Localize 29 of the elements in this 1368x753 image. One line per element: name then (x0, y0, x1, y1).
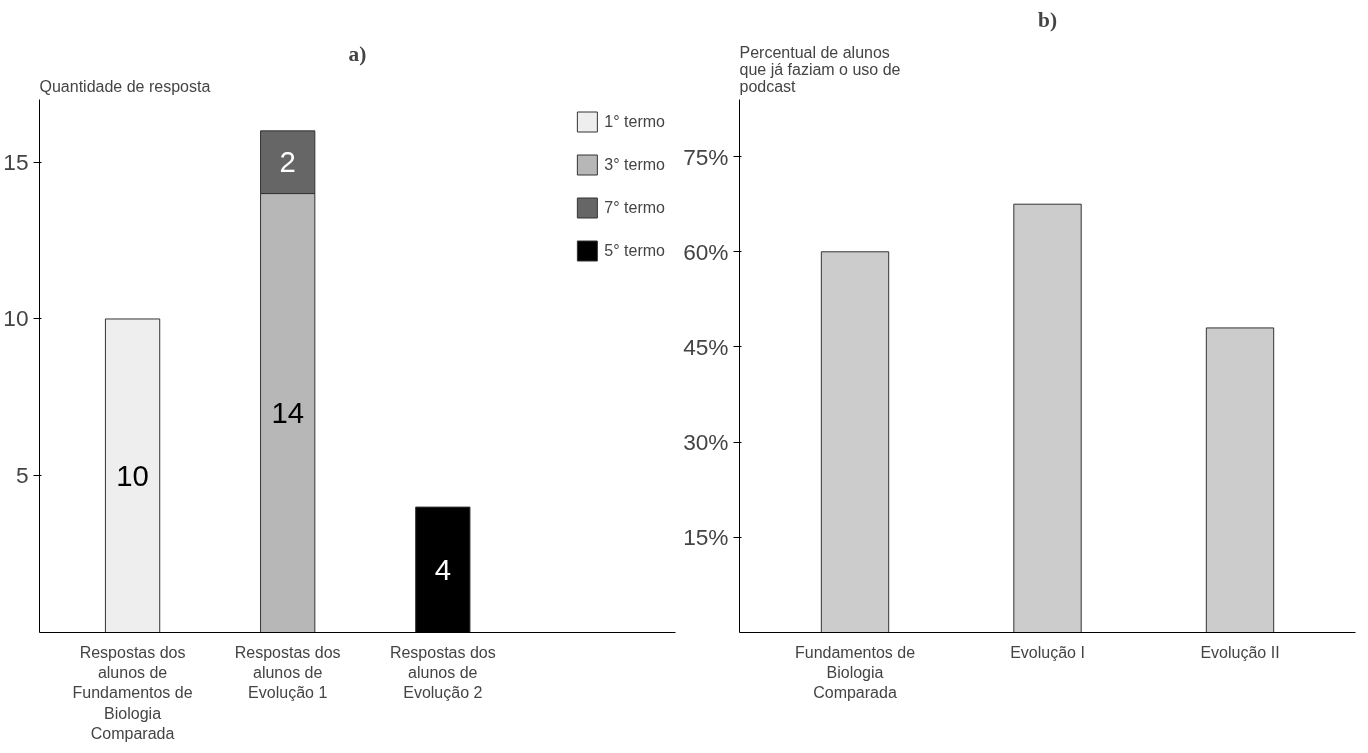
y-tick-label: 10 (3, 305, 29, 332)
chart-title: a) (348, 41, 367, 66)
x-tick-label: Evolução I (1010, 643, 1085, 661)
x-tick-label: Respostas dos alunos de Fundamentos de Biologia Comparada (72, 643, 193, 743)
x-tick-label: Fundamentos de Biologia Comparada (794, 643, 916, 702)
y-tick-label: 45% (683, 333, 729, 360)
x-tick-label: Respostas dos alunos de Evolução 1 (234, 643, 341, 702)
x-tick-label: Evolução II (1200, 643, 1280, 661)
data-label: 14 (271, 396, 305, 430)
bar (1205, 327, 1275, 633)
legend-label: 1° termo (604, 112, 665, 131)
legend-label: 7° termo (604, 198, 665, 217)
data-label: 10 (116, 458, 149, 492)
legend-label: 5° termo (604, 241, 665, 260)
y-tick-label: 60% (683, 238, 729, 265)
data-label: 2 (279, 145, 296, 179)
y-tick-label: 15% (683, 524, 729, 551)
y-tick-label: 5 (15, 462, 29, 489)
y-axis-title: Percentual de alunos que já faziam o uso de podcast (739, 43, 901, 95)
y-tick-label: 75% (683, 143, 729, 170)
chart-title: b) (1038, 7, 1057, 32)
y-axis-title: Quantidade de resposta (39, 77, 211, 95)
legend-label: 3° termo (604, 155, 665, 174)
x-tick-label: Respostas dos alunos de Evolução 2 (389, 643, 496, 702)
y-tick-label: 15 (3, 148, 29, 175)
data-label: 4 (434, 552, 451, 586)
bar (820, 251, 890, 633)
bar (1013, 203, 1082, 633)
y-tick-label: 30% (683, 429, 729, 456)
